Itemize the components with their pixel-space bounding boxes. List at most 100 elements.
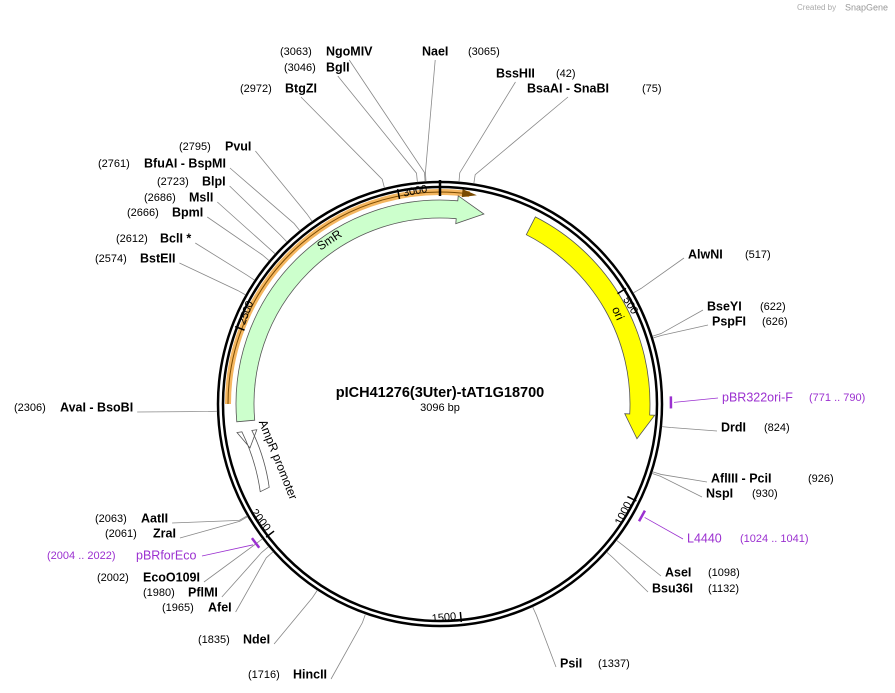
site-leader — [633, 257, 685, 294]
site-position: (2972) — [240, 83, 272, 95]
site-position: (930) — [752, 488, 778, 500]
ampr-promoter-arrow — [236, 429, 270, 493]
site-leader — [425, 59, 436, 182]
site-name: AatII — [141, 511, 168, 525]
site-leader — [473, 96, 569, 184]
site-name: NgoMIV — [326, 44, 373, 58]
site-name: Bsu36I — [652, 581, 693, 595]
site-position: (2061) — [105, 528, 137, 540]
credit: Created by — [797, 3, 836, 12]
site-name: AlwNI — [688, 247, 723, 261]
scale-tick — [234, 325, 245, 331]
scale-label: 1000 — [613, 500, 635, 527]
site-name: PflMI — [188, 585, 218, 599]
site-leader — [255, 150, 313, 222]
site-name: PsiI — [560, 656, 582, 670]
site-leader — [300, 96, 385, 189]
site-name: AseI — [665, 565, 691, 579]
primer-leader — [201, 544, 254, 557]
site-name: PvuI — [225, 139, 251, 153]
site-position: (75) — [642, 83, 662, 95]
primer-range: (1024 .. 1041) — [740, 533, 809, 545]
plasmid-name: pICH41276(3Uter)-tAT1G18700 — [336, 385, 544, 401]
site-leader — [652, 324, 709, 339]
site-name: AflIII - PciI — [711, 471, 771, 485]
site-position: (1337) — [598, 658, 630, 670]
plasmid-length: 3096 bp — [420, 402, 460, 414]
primer-range: (771 .. 790) — [809, 392, 865, 404]
site-name: BlpI — [202, 174, 226, 188]
site-name: BseYI — [707, 299, 742, 313]
site-position: (2686) — [144, 192, 176, 204]
site-position: (626) — [762, 316, 788, 328]
site-name: DrdI — [721, 420, 746, 434]
site-name: BstEII — [140, 251, 175, 265]
site-name: EcoO109I — [143, 570, 200, 584]
site-name: MslI — [189, 190, 213, 204]
smr-arrow — [235, 195, 485, 423]
scale-tick — [265, 530, 275, 538]
site-position: (2761) — [98, 158, 130, 170]
site-name: NspI — [706, 486, 733, 500]
site-leader — [172, 515, 248, 524]
site-leader — [217, 201, 276, 255]
site-name: ZraI — [153, 526, 176, 540]
site-position: (1835) — [198, 634, 230, 646]
site-leader — [207, 216, 270, 261]
site-name: BtgZI — [285, 81, 317, 95]
feature-arc — [227, 191, 470, 405]
site-name: BclI * — [160, 231, 191, 245]
scale-tick — [627, 495, 637, 502]
site-name: AvaI - BsoBI — [60, 400, 133, 414]
scale-tick — [617, 287, 627, 295]
site-name: NdeI — [243, 632, 270, 646]
site-leader — [273, 590, 318, 645]
site-name: PspFI — [712, 314, 746, 328]
site-name: BfuAI - BspMI — [144, 156, 226, 170]
site-leader — [137, 410, 218, 413]
site-leader — [337, 75, 418, 183]
scale-tick — [459, 611, 463, 623]
site-leader — [195, 242, 255, 281]
scale-label: 1500 — [431, 611, 457, 625]
primer-mark — [637, 510, 646, 522]
site-position: (2723) — [157, 176, 189, 188]
site-leader — [348, 59, 426, 182]
site-position: (824) — [764, 422, 790, 434]
site-leader — [221, 546, 269, 598]
site-leader — [229, 167, 301, 231]
site-position: (622) — [760, 301, 786, 313]
site-leader — [179, 262, 246, 296]
site-position: (926) — [808, 473, 834, 485]
scale-label: 3000 — [402, 183, 428, 200]
site-leader — [616, 539, 662, 577]
site-leader — [651, 473, 703, 498]
site-leader — [235, 551, 274, 613]
site-position: (1980) — [143, 587, 175, 599]
site-leader — [652, 309, 704, 337]
site-position: (517) — [745, 249, 771, 261]
site-position: (42) — [556, 68, 576, 80]
primer-leader — [644, 517, 684, 540]
site-leader — [661, 426, 718, 432]
site-position: (1098) — [708, 567, 740, 579]
site-leader — [532, 606, 557, 668]
primer-leader — [673, 397, 719, 403]
site-position: (2002) — [97, 572, 129, 584]
site-position: (1965) — [162, 602, 194, 614]
primer-name: pBR322ori-F — [722, 390, 793, 404]
site-name: NaeI — [422, 44, 448, 58]
site-position: (3046) — [284, 62, 316, 74]
ori-arrow — [525, 216, 656, 440]
site-leader — [179, 516, 248, 539]
site-position: (2666) — [127, 207, 159, 219]
primer-range: (2004 .. 2022) — [47, 550, 116, 562]
site-position: (1132) — [708, 583, 739, 595]
site-name: BpmI — [172, 205, 203, 219]
feature-arrowhead — [461, 189, 477, 198]
site-position: (2306) — [14, 402, 46, 414]
site-position: (2795) — [179, 141, 211, 153]
site-leader — [652, 471, 708, 483]
